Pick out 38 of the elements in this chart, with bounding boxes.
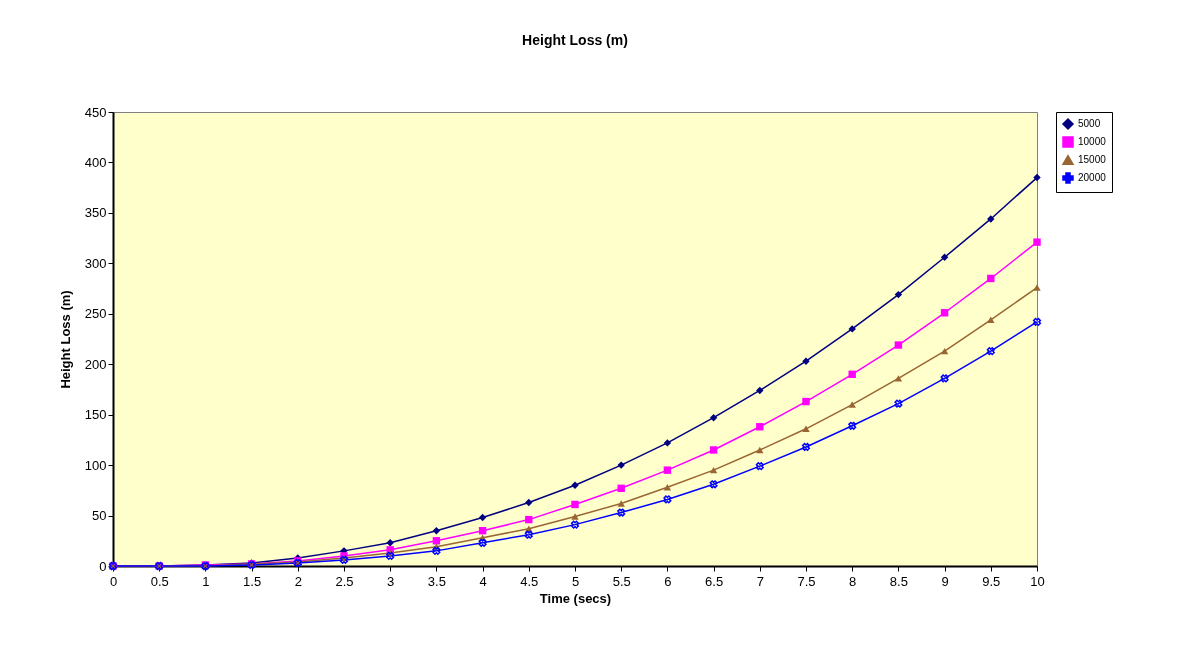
x-tick-label: 6 [664, 573, 672, 589]
y-tick-label: 50 [92, 508, 107, 524]
legend-label: 15000 [1078, 154, 1107, 165]
chart-title: Height Loss (m) [522, 32, 628, 48]
x-tick-label: 2.5 [335, 573, 354, 589]
legend-label: 20000 [1078, 172, 1107, 183]
x-tick-label: 9 [941, 573, 949, 589]
legend-label: 5000 [1078, 118, 1101, 129]
x-tick-label: 10 [1030, 573, 1045, 589]
x-tick-label: 0.5 [150, 573, 169, 589]
x-tick-label: 6.5 [705, 573, 724, 589]
x-tick-label: 8 [849, 573, 857, 589]
x-tick-label: 3.5 [427, 573, 446, 589]
legend-label: 10000 [1078, 136, 1107, 147]
y-tick-label: 0 [99, 558, 107, 574]
x-tick-label: 4 [479, 573, 487, 589]
y-axis-title: Height Loss (m) [57, 290, 73, 389]
y-tick-label: 250 [84, 306, 107, 322]
x-tick-label: 3 [387, 573, 395, 589]
y-tick-label: 100 [84, 457, 107, 473]
x-tick-label: 5 [571, 573, 580, 589]
x-tick-label: 2 [294, 573, 302, 589]
x-tick-label: 0 [109, 573, 118, 589]
x-tick-label: 7.5 [797, 573, 816, 589]
y-tick-label: 400 [84, 154, 107, 170]
x-tick-label: 8.5 [889, 573, 908, 589]
x-tick-label: 9.5 [982, 573, 1001, 589]
y-tick-label: 200 [84, 356, 107, 372]
y-tick-label: 150 [84, 407, 107, 423]
y-tick-label: 300 [84, 255, 107, 271]
x-tick-label: 7 [756, 573, 764, 589]
y-tick-label: 450 [84, 104, 107, 120]
x-tick-label: 5.5 [612, 573, 631, 589]
x-tick-label: 4.5 [520, 573, 539, 589]
y-tick-label: 350 [84, 205, 107, 221]
x-tick-label: 1 [202, 573, 210, 589]
x-tick-label: 1.5 [243, 573, 262, 589]
x-axis-title: Time (secs) [539, 590, 612, 606]
